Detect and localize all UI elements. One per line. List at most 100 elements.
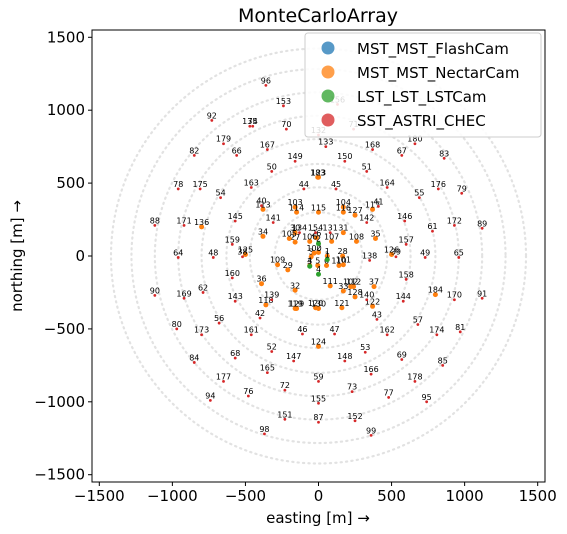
data-point	[241, 255, 244, 259]
x-tick-label: −500	[225, 487, 266, 505]
data-point	[249, 333, 253, 337]
point-label: 115	[311, 203, 326, 212]
data-point	[370, 303, 376, 309]
point-label: 83	[439, 149, 449, 158]
data-point	[275, 262, 281, 268]
data-point	[284, 127, 288, 131]
point-label: 103	[287, 198, 302, 207]
point-label: 106	[302, 232, 317, 241]
data-point	[260, 204, 263, 208]
data-point	[324, 262, 330, 268]
point-label: 109	[270, 256, 285, 265]
data-point	[457, 256, 461, 259]
point-label: 96	[261, 76, 271, 85]
point-label: 64	[173, 248, 183, 257]
data-point	[365, 221, 369, 224]
data-point	[394, 255, 398, 259]
point-label: 48	[208, 248, 218, 257]
point-label: 154	[308, 224, 323, 233]
point-label: 65	[454, 248, 464, 257]
point-label: 2	[316, 243, 321, 252]
point-label: 50	[267, 162, 277, 171]
data-point	[348, 284, 354, 290]
data-point	[315, 262, 321, 268]
data-point	[431, 229, 434, 233]
point-label: 32	[290, 281, 300, 290]
data-point	[308, 254, 314, 260]
point-label: 129	[289, 299, 304, 308]
point-label: 30	[290, 224, 300, 233]
point-label: 138	[362, 251, 377, 260]
data-point	[436, 187, 440, 191]
x-tick-label: −1500	[74, 487, 125, 505]
data-point	[372, 236, 378, 242]
data-point	[317, 420, 320, 424]
point-label: 133	[318, 138, 333, 147]
data-point	[222, 142, 225, 146]
data-point	[369, 372, 373, 376]
x-tick-label: 0	[314, 487, 324, 505]
point-label: 91	[477, 289, 487, 298]
point-label: 1	[325, 251, 330, 260]
data-point	[298, 231, 301, 235]
y-axis-label: northing [m] →	[8, 200, 26, 312]
data-point	[385, 186, 389, 189]
data-point	[369, 433, 373, 437]
data-point	[340, 253, 346, 259]
point-label: 161	[244, 326, 259, 335]
point-label: 128	[347, 288, 362, 297]
data-point	[404, 242, 408, 246]
point-label: 121	[334, 299, 349, 308]
point-label: 174	[429, 326, 444, 335]
point-label: 127	[347, 206, 362, 215]
background-ring	[225, 162, 412, 350]
data-point	[480, 296, 484, 300]
point-label: 39	[391, 248, 401, 257]
data-point	[316, 271, 321, 277]
point-label: 126	[384, 246, 399, 255]
point-label: 35	[370, 230, 380, 239]
point-label: 31	[338, 224, 348, 233]
data-point	[153, 293, 157, 297]
data-point	[182, 296, 186, 300]
point-label: 66	[232, 146, 242, 155]
point-label: 4	[307, 256, 312, 265]
point-label: 37	[369, 278, 379, 287]
point-label: 81	[455, 323, 465, 332]
data-point	[317, 401, 320, 405]
point-label: 74	[248, 117, 258, 126]
data-point	[292, 287, 298, 293]
data-point	[265, 148, 269, 151]
data-point	[400, 358, 404, 361]
data-point	[271, 221, 275, 224]
point-label: 146	[397, 212, 412, 221]
data-point	[294, 305, 300, 311]
x-tick-label: 500	[377, 487, 406, 505]
point-label: 53	[360, 343, 370, 352]
point-label: 78	[173, 180, 183, 189]
point-label: 56	[214, 314, 224, 323]
point-label: 5	[315, 256, 320, 265]
legend-entry: MST_MST_NectarCam	[357, 64, 519, 83]
point-label: 130	[311, 299, 326, 308]
data-point	[365, 170, 369, 173]
data-point	[301, 332, 304, 336]
data-point	[264, 84, 268, 87]
data-marks: 1234562627282930313233343536371031041051…	[150, 76, 487, 437]
point-label: 94	[205, 391, 215, 400]
data-point	[292, 230, 298, 236]
point-label: 113	[255, 200, 270, 209]
data-point	[233, 299, 237, 303]
point-label: 73	[347, 383, 357, 392]
data-point	[233, 356, 237, 360]
data-point	[413, 142, 417, 146]
data-point	[265, 371, 269, 375]
point-label: 46	[297, 325, 307, 334]
data-point	[339, 305, 345, 311]
data-point	[413, 379, 417, 383]
data-point	[350, 390, 354, 393]
data-point	[324, 145, 328, 149]
data-point	[248, 124, 252, 128]
data-point	[324, 257, 330, 263]
point-label: 144	[396, 292, 411, 301]
